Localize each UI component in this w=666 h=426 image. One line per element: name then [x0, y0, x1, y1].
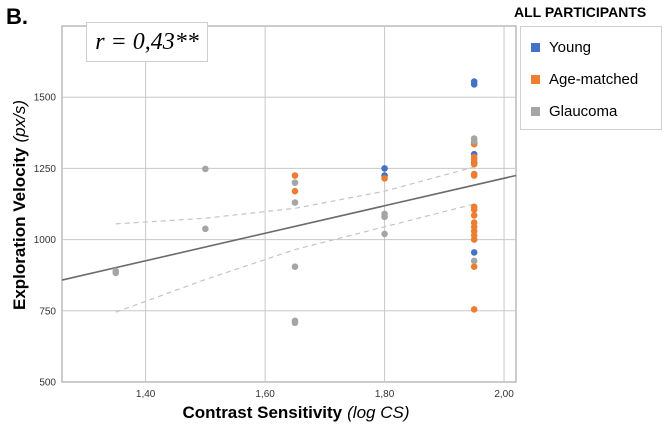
y-tick-label: 1000: [34, 235, 57, 246]
ci-lower-line: [115, 203, 475, 313]
data-point-glaucoma: [202, 165, 209, 173]
regression-line-group: [61, 174, 517, 281]
legend-item-age-matched: Age-matched: [531, 69, 638, 89]
x-axis-title-unit: (log CS): [347, 403, 409, 422]
confidence-interval: [115, 166, 475, 313]
regression-line: [61, 174, 517, 281]
legend-label-young: Young: [549, 38, 591, 56]
y-axis-title-main: Exploration Velocity: [10, 147, 29, 310]
legend-item-glaucoma: Glaucoma: [531, 101, 617, 121]
x-axis-title-main: Contrast Sensitivity: [182, 403, 342, 422]
x-tick-label: 1,40: [136, 389, 156, 400]
grid-lines: [62, 26, 516, 382]
data-point-glaucoma: [291, 319, 299, 327]
data-point-young: [381, 165, 388, 172]
y-tick-label: 500: [39, 378, 56, 389]
data-point-age-matched: [470, 206, 478, 213]
data-point-glaucoma: [470, 257, 478, 265]
data-point-glaucoma: [112, 269, 120, 277]
data-point-glaucoma: [381, 213, 388, 221]
correlation-annotation: r = 0,43**: [86, 22, 208, 62]
y-tick-label: 1250: [34, 164, 57, 175]
y-axis-ticks: 500 750 1000 1250 1500: [34, 93, 57, 389]
y-tick-label: 1500: [34, 93, 57, 104]
y-tick-label: 750: [39, 306, 56, 317]
legend-title: ALL PARTICIPANTS: [514, 4, 647, 20]
y-axis-title-unit: (px/s): [10, 100, 29, 143]
data-point-young: [470, 249, 478, 256]
legend-swatch-glaucoma: [531, 106, 540, 116]
legend-swatch-young: [531, 42, 540, 52]
data-point-age-matched: [470, 306, 478, 313]
legend-label-age-matched: Age-matched: [549, 70, 639, 88]
y-axis-title: Exploration Velocity (px/s): [10, 100, 29, 310]
data-point-age-matched: [470, 160, 478, 168]
legend-label-glaucoma: Glaucoma: [549, 102, 618, 120]
x-tick-label: 2,00: [494, 389, 514, 400]
x-tick-label: 1,60: [255, 389, 275, 400]
data-point-glaucoma: [202, 225, 209, 233]
data-point-age-matched: [470, 212, 478, 219]
legend-item-young: Young: [531, 37, 591, 57]
legend-swatch-age-matched: [531, 74, 540, 84]
data-point-glaucoma: [291, 179, 299, 186]
data-point-young: [470, 81, 478, 88]
data-point-age-matched: [470, 236, 478, 243]
data-point-glaucoma: [470, 138, 478, 145]
x-tick-label: 1,80: [375, 389, 395, 400]
data-points: [112, 78, 478, 327]
panel-label: B.: [6, 4, 28, 29]
x-axis-ticks: 1,40 1,60 1,80 2,00: [136, 389, 514, 400]
data-point-age-matched: [291, 187, 299, 195]
data-point-age-matched: [291, 172, 299, 179]
legend: Young Age-matched Glaucoma: [520, 26, 662, 130]
data-point-glaucoma: [291, 263, 299, 270]
data-point-age-matched: [470, 263, 478, 270]
data-point-glaucoma: [291, 199, 299, 206]
data-point-age-matched: [381, 175, 388, 182]
data-point-age-matched: [470, 172, 478, 179]
data-point-glaucoma: [381, 230, 388, 238]
plot-area: [61, 25, 517, 383]
x-axis-title: Contrast Sensitivity (log CS): [182, 403, 409, 422]
